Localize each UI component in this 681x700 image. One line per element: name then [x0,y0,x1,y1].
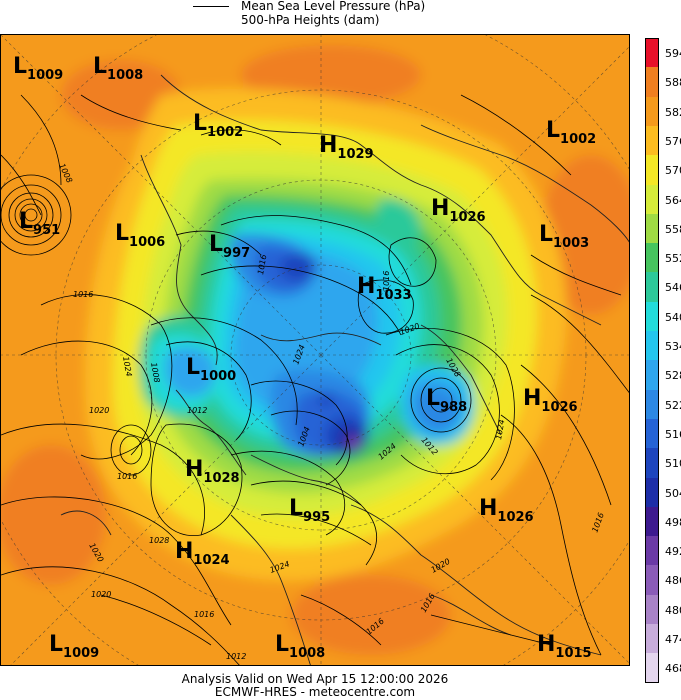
low-pressure-centre: L1002 [193,111,243,140]
colorbar-swatch-492 [645,536,659,567]
isobar-contours [1,94,629,665]
contour-label: 1012 [187,406,207,415]
contour-label: 1008 [149,362,161,384]
high-pressure-centre: H1026 [523,386,578,415]
colorbar-label: 522 [665,398,681,412]
colorbar-label: 492 [665,545,681,559]
colorbar-swatch-564 [645,184,659,215]
colorbar-label: 564 [665,193,681,207]
colorbar-label: 558 [665,222,681,236]
colorbar-label: 552 [665,252,681,266]
colorbar-label: 594 [665,47,681,60]
colorbar-swatch-570 [645,155,659,186]
contour-label: 1028 [149,536,169,545]
colorbar-label: 480 [665,603,681,617]
low-pressure-centre: L1002 [546,118,596,147]
colorbar-swatch-588 [645,67,659,98]
contour-label: 1020 [89,406,109,415]
contour-label: 1016 [382,271,391,291]
colorbar-swatch-546 [645,272,659,303]
high-pressure-centre: H1026 [431,196,486,225]
pressure-centres: L1009 L1008 L1002 H1029 L1002 L951 L1006 L997 H1… [13,54,596,661]
map-header: Mean Sea Level Pressure (hPa) 500-hPa He… [0,0,681,34]
colorbar-swatch-594 [645,38,659,68]
low-pressure-centre: L995 [289,496,330,525]
colorbar-swatch-474 [645,624,659,654]
low-pressure-centre: L1009 [13,54,63,83]
colorbar-label: 576 [665,134,681,148]
colorbar-swatch-522 [645,389,659,420]
graticule [1,35,629,665]
colorbar-swatch-468 [645,653,659,684]
low-pressure-centre: L1006 [115,221,165,250]
colorbar-label: 570 [665,164,681,178]
high-pressure-centre: H1029 [319,133,374,162]
low-pressure-centre: L1009 [49,632,99,661]
low-pressure-centre: L1003 [539,222,589,251]
data-source: ECMWF-HRES - meteocentre.com [214,685,416,699]
colorbar-label: 474 [665,633,681,646]
low-pressure-centre: L951 [19,209,60,238]
colorbar-swatch-528 [645,360,659,391]
colorbar-label: 498 [665,515,681,529]
analysis-valid-time: Analysis Valid on Wed Apr 15 12:00:00 20… [181,672,449,686]
low-pressure-centre: L1008 [275,632,325,661]
colorbar-swatch-558 [645,213,659,244]
colorbar-swatch-486 [645,565,659,596]
contour-label: 1024 [494,419,506,441]
high-pressure-centre: H1028 [185,457,240,486]
colorbar-label: 468 [665,662,681,676]
low-pressure-centre: L1000 [186,355,236,384]
colorbar-swatch-510 [645,448,659,479]
colorbar-label: 534 [665,340,681,353]
colorbar-swatch-516 [645,418,659,449]
height-legend-label: 500-hPa Heights (dam) [241,13,380,27]
contour-label: 1016 [117,472,137,481]
contour-label: 1016 [256,254,268,276]
colorbar-swatch-552 [645,243,659,274]
high-pressure-centre: H1015 [537,632,592,661]
colorbar-label: 510 [665,457,681,471]
low-pressure-centre: L988 [426,386,467,415]
colorbar-label: 504 [665,486,681,500]
height-fill-field [1,35,629,665]
colorbar-label: 540 [665,310,681,324]
contour-label: 1020 [91,590,111,599]
colorbar-swatch-576 [645,125,659,156]
colorbar-label: 546 [665,281,681,295]
contour-label: 1012 [226,652,246,661]
contour-label: 1024 [121,356,133,378]
colorbar-swatch-480 [645,594,659,625]
coastlines [60,74,629,665]
mslp-legend-line [193,6,229,7]
high-pressure-centre: H1024 [175,539,230,568]
colorbar-swatch-540 [645,301,659,332]
low-pressure-centre: L997 [209,232,250,261]
contour-label: 1016 [194,610,214,619]
colorbar-swatch-534 [645,331,659,361]
colorbar-label: 528 [665,369,681,383]
low-pressure-centre: L1008 [93,54,143,83]
colorbar-label: 516 [665,427,681,441]
colorbar-swatch-498 [645,506,659,537]
colorbar-label: 588 [665,76,681,90]
mslp-legend-label: Mean Sea Level Pressure (hPa) [241,0,426,13]
high-pressure-centre: H1026 [479,496,534,525]
colorbar-swatch-582 [645,96,659,127]
high-pressure-centre: H1033 [357,274,412,303]
colorbar-label: 486 [665,574,681,588]
contour-label: 1016 [73,290,93,299]
colorbar-swatch-504 [645,477,659,508]
weather-map: 1008 1016 1024 1020 1016 1012 1008 1020 … [0,34,630,666]
colorbar-label: 582 [665,105,681,119]
